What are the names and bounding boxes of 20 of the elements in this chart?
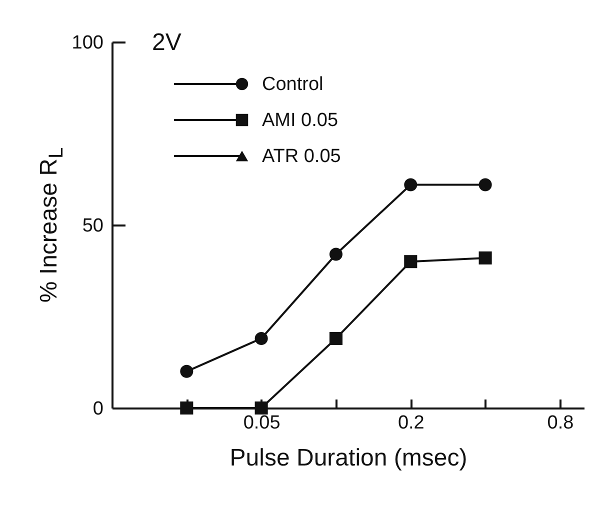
legend-label: AMI 0.05 <box>262 110 338 131</box>
point <box>180 364 194 378</box>
point <box>478 178 492 192</box>
point <box>478 251 492 264</box>
x-tick-label: 0.05 <box>243 412 280 434</box>
legend-label: Control <box>262 74 324 95</box>
point <box>254 332 268 345</box>
point <box>329 332 342 345</box>
legend-label: ATR 0.05 <box>262 146 341 167</box>
point <box>404 178 418 192</box>
chart-title: 2V <box>152 29 182 56</box>
x-tick-label: 0.8 <box>547 412 574 434</box>
point <box>254 401 268 415</box>
y-tick-label: 0 <box>92 398 104 420</box>
point <box>404 255 418 268</box>
y-tick-label: 100 <box>72 32 104 54</box>
x-axis-title: Pulse Duration (msec) <box>230 444 468 472</box>
point <box>329 248 342 261</box>
x-tick-label: 0.2 <box>398 412 424 434</box>
y-tick-label: 50 <box>82 216 104 236</box>
